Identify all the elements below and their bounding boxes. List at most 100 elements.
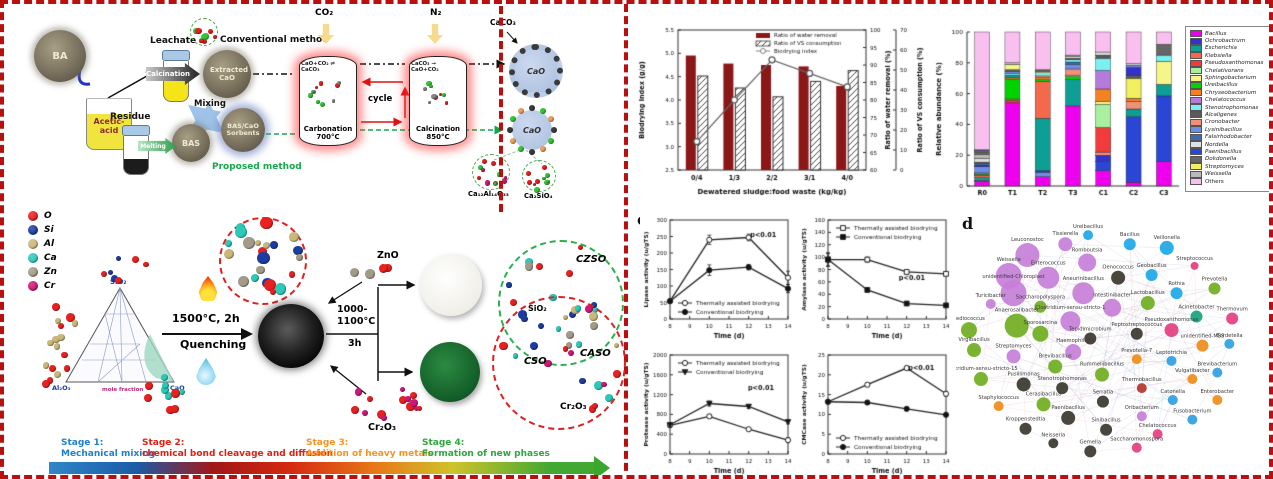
coating-dot [539, 107, 546, 114]
network-node-label: Staphylococcus [978, 395, 1019, 401]
network-edge [1157, 399, 1174, 435]
network-node-label: Ureibacillus [1073, 224, 1103, 230]
atom-dot [42, 362, 50, 369]
legend-chip [1190, 126, 1202, 134]
legend-genus-name: Weissella [1205, 171, 1232, 178]
atom-dot [499, 341, 508, 351]
network-node-label: Clostridium-sensu-stricto-1 [1035, 305, 1105, 311]
legend-item: Chryseobacterium [1190, 89, 1269, 97]
atom-dot [164, 392, 173, 400]
atom-legend-row: O [28, 209, 57, 223]
atom-dot [234, 226, 248, 239]
legend-item: Alcaligenes [1190, 111, 1269, 119]
legend-chip [1190, 74, 1202, 82]
network-node [1061, 410, 1076, 425]
network-node [1032, 325, 1049, 342]
network-node-label: Saccharopolyspora [1016, 295, 1065, 301]
atom-dot [601, 381, 607, 388]
atom-dot [100, 270, 108, 278]
atom-dot [53, 343, 60, 350]
atom-dot [178, 388, 186, 396]
atom-dot [250, 273, 259, 282]
legend-genus-name: Stenotrophomonas [1205, 104, 1259, 111]
legend-chip [1190, 30, 1202, 38]
larnite-label: Ca₂SiO₄ [524, 192, 553, 200]
network-node-label: unidentified-Chloroplast [982, 274, 1044, 280]
bas-powder: BAS [172, 124, 210, 162]
panel-b-legend: Bacillus Ochrobactrum Escherichia Klebsiell… [1185, 26, 1269, 192]
network-edge [1072, 351, 1091, 452]
atom-dot [46, 339, 54, 347]
legend-chip [1190, 89, 1202, 97]
network-node [1019, 422, 1032, 435]
atom-dot [376, 410, 386, 420]
network-node [1190, 261, 1199, 270]
atom-dot [380, 415, 387, 421]
atom-dot [478, 165, 484, 171]
network-node-label: Pseudoxanthomonas [1145, 317, 1199, 323]
atom-dot [314, 86, 319, 90]
legend-item: Lysinibacillus [1190, 126, 1269, 134]
white-pellet [420, 254, 482, 316]
network-edge [1136, 345, 1203, 360]
ternary-axis-label: mole fraction [102, 387, 144, 393]
sinter-temp-label-1: 1000- [337, 304, 368, 315]
reactor1-formula: CaO+CO₂ ⇌ CaCO₃ [301, 61, 335, 73]
network-node [1152, 429, 1163, 440]
coating-dot [509, 116, 516, 122]
network-edge [980, 303, 992, 380]
network-node [1136, 411, 1147, 422]
network-node [1094, 367, 1109, 382]
stage-label-3: Stage 3: Addition of heavy metals [306, 438, 434, 459]
network-edge [968, 329, 1069, 419]
atom-dot [535, 179, 540, 185]
coating-dot [507, 127, 513, 133]
atom-dot [48, 364, 56, 372]
legend-chip [1190, 118, 1202, 126]
network-edge [1090, 333, 1137, 339]
network-edge [1023, 384, 1026, 429]
network-edge [1070, 320, 1218, 401]
network-edge [968, 292, 1084, 331]
legend-genus-name: Others [1205, 178, 1224, 185]
slag-particle [258, 304, 324, 368]
network-node [1166, 355, 1177, 366]
network-node-label: Intestinibacter [1093, 293, 1131, 299]
network-node-label: Cerasibacillus [1026, 391, 1062, 397]
legend-genus-name: Sphingobacterium [1205, 75, 1257, 82]
leachate-label: Leachate [150, 36, 197, 46]
atom-dot [257, 252, 270, 265]
network-edge [1008, 275, 1172, 362]
network-node-label: Peptostreptococcus [1111, 322, 1162, 328]
network-edge [1086, 262, 1233, 319]
atom-dot [476, 175, 481, 180]
zno-molecule [348, 263, 404, 282]
amorphous-melt-cluster [219, 216, 307, 305]
atom-dot [42, 379, 51, 388]
atom-dot [336, 81, 342, 86]
reactor2-formula: CaCO₃ → CaO+CO₂ [411, 61, 439, 73]
network-node [1058, 237, 1073, 252]
legend-chip [1190, 155, 1202, 163]
legend-genus-name: Lysinibacillus [1205, 126, 1242, 133]
legend-item: Sphingobacterium [1190, 74, 1269, 82]
network-edge [1118, 277, 1177, 294]
legend-genus-name: Streptomyces [1205, 163, 1244, 170]
network-node-label: Kroppenstedtia [1006, 417, 1046, 423]
atom-dot [525, 171, 531, 177]
network-node [1187, 374, 1198, 385]
legend-item: Falsirhodobacter [1190, 133, 1269, 141]
network-node [985, 299, 996, 310]
legend-item: Others [1190, 178, 1269, 185]
network-node-label: Turicibacter [975, 293, 1007, 299]
atom-dot [160, 374, 168, 381]
network-edge [990, 303, 1074, 353]
ba-label: BA [52, 50, 68, 62]
network-edge [1112, 307, 1233, 319]
silicate-molecule [30, 302, 86, 394]
acetic-acid-label: Acetic-acid [93, 117, 125, 135]
network-node-label: Geobacillus [1137, 263, 1167, 269]
extracted-cao-powder: Extracted CaO [203, 50, 251, 98]
network-node-label: Brevibacillus [1039, 353, 1072, 359]
network-node [1037, 266, 1060, 289]
